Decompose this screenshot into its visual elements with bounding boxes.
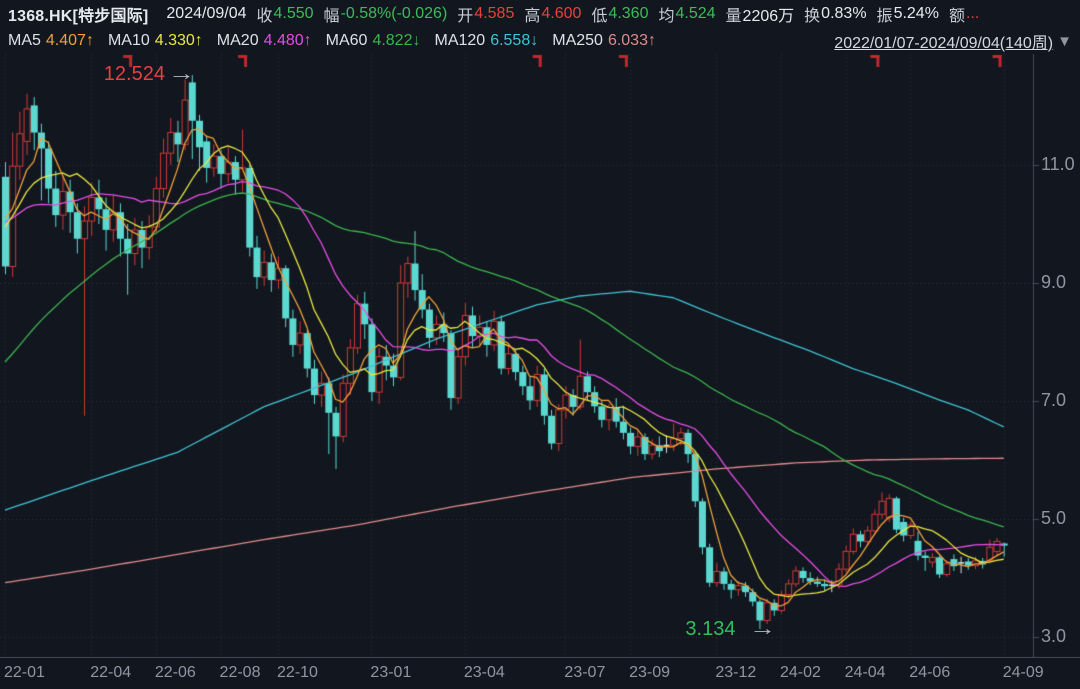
x-axis-label: 23-01	[370, 664, 412, 681]
quote-field-value: 4.524	[675, 5, 716, 22]
high-annotation-value: 12.524	[103, 63, 165, 86]
quote-field-value: 0.83%	[821, 5, 867, 22]
ma10-indicator: MA10 4.330↑	[108, 32, 203, 50]
x-axis-label: 22-06	[154, 664, 196, 681]
ma60-value: 4.822↓	[372, 32, 421, 49]
y-axis-tick: 5.0	[1041, 508, 1067, 528]
low-annotation: 3.134 →	[685, 618, 776, 641]
quote-field-value: 4.550	[273, 5, 314, 22]
ma250-indicator: MA250 6.033↑	[552, 32, 656, 50]
ma60-indicator: MA60 4.822↓	[326, 32, 421, 50]
quote-field-change: 幅 -0.58%(-0.026)	[324, 2, 448, 26]
quote-field-close: 收 4.550	[256, 2, 313, 26]
x-axis-label: 23-07	[564, 664, 606, 681]
x-axis-label: 23-09	[629, 664, 671, 681]
quote-date: 2024/09/04	[166, 5, 247, 22]
ma-bar: MA5 4.407↑ MA10 4.330↑ MA20 4.480↑ MA60 4.822↓ M…	[0, 28, 1080, 54]
x-axis-label: 22-01	[4, 664, 45, 681]
quote-field-label: 额	[948, 8, 965, 25]
ma20-value: 4.480↑	[263, 32, 312, 49]
quote-field-value: -0.58%(-0.026)	[340, 5, 448, 22]
quote-field-value: 4.360	[608, 5, 649, 22]
x-axis-label: 24-04	[844, 664, 886, 681]
x-axis-label: 24-06	[909, 664, 951, 681]
ma250-value: 6.033↑	[607, 32, 656, 49]
ma20-indicator: MA20 4.480↑	[217, 32, 312, 50]
high-annotation: 12.524 →	[103, 63, 195, 86]
quote-field-open: 开 4.585	[457, 2, 514, 26]
ma5-value: 4.407↑	[45, 32, 94, 49]
quote-field-turnover: 换 0.83%	[804, 2, 866, 26]
low-annotation-value: 3.134	[685, 618, 736, 641]
ma10-value: 4.330↑	[154, 32, 203, 49]
y-axis-tick: 9.0	[1041, 272, 1067, 292]
x-axis-label: 24-09	[1002, 664, 1044, 681]
quote-field-label: 开	[457, 8, 474, 25]
quote-field-value: ...	[965, 5, 980, 22]
quote-field-avg: 均 4.524	[658, 2, 715, 26]
ma20-label: MA20	[216, 32, 259, 49]
date-range-wrap: 2022/01/07-2024/09/04(140周) ▼	[834, 29, 1072, 53]
ma120-indicator: MA120 6.558↓	[434, 32, 538, 50]
quote-field-label: 换	[804, 8, 821, 25]
quote-field-label: 收	[256, 8, 273, 25]
ma5-indicator: MA5 4.407↑	[8, 32, 94, 50]
quote-field-label: 幅	[323, 8, 340, 25]
quote-field-label: 振	[876, 8, 893, 25]
x-axis-label: 22-10	[277, 664, 318, 681]
ma10-label: MA10	[107, 32, 150, 49]
quote-field-amount: 额...	[949, 2, 979, 26]
ma60-label: MA60	[325, 32, 368, 49]
chevron-down-icon[interactable]: ▼	[1057, 32, 1072, 50]
quote-field-label: 高	[524, 8, 541, 25]
stock-symbol: 1368.HK[特步国际]	[8, 8, 149, 25]
quote-field-value: 2206万	[742, 8, 795, 25]
x-axis-label: 22-08	[219, 664, 261, 681]
ma-indicators: MA5 4.407↑ MA10 4.330↑ MA20 4.480↑ MA60 4.822↓ M…	[8, 32, 656, 50]
quote-field-amplitude: 振 5.24%	[877, 2, 939, 26]
x-axis-label: 23-12	[715, 664, 757, 681]
quote-bar: 1368.HK[特步国际] 2024/09/04 收 4.550 幅 -0.58%(-…	[0, 0, 1080, 28]
quote-field-label: 均	[658, 8, 675, 25]
quote-field-value: 5.24%	[893, 5, 939, 22]
x-axis-label: 24-02	[779, 664, 821, 681]
quote-fields: 收 4.550 幅 -0.58%(-0.026) 开 4.585 高 4.600 低 4.360 均…	[256, 2, 979, 26]
arrow-right-icon: →	[167, 63, 195, 86]
arrow-right-icon: →	[749, 618, 777, 641]
y-axis-tick: 11.0	[1041, 154, 1075, 174]
quote-field-value: 4.600	[541, 5, 582, 22]
quote-field-label: 低	[591, 8, 608, 25]
x-axis-label: 22-04	[90, 664, 132, 681]
quote-field-volume: 量 2206万	[726, 2, 795, 26]
quote-field-value: 4.585	[474, 5, 515, 22]
chart-area: 12.524 → 3.134 → 11.0 9.0 7.0 5.0 3.0 22-01 2…	[0, 54, 1080, 689]
ma120-value: 6.558↓	[490, 32, 539, 49]
x-axis: 22-01 22-04 22-06 22-08 22-10 23-01 23-04 23-07…	[0, 660, 1080, 689]
candlestick-chart[interactable]	[0, 54, 1080, 658]
ma250-label: MA250	[552, 32, 603, 49]
quote-field-high: 高 4.600	[524, 2, 581, 26]
quote-field-label: 量	[725, 8, 742, 25]
x-axis-label: 23-04	[463, 664, 505, 681]
date-range-selector[interactable]: 2022/01/07-2024/09/04(140周)	[834, 35, 1054, 52]
ma5-label: MA5	[8, 32, 41, 49]
y-axis-tick: 3.0	[1041, 626, 1067, 646]
y-axis-tick: 7.0	[1041, 390, 1067, 410]
quote-field-low: 低 4.360	[591, 2, 648, 26]
ma120-label: MA120	[434, 32, 486, 49]
